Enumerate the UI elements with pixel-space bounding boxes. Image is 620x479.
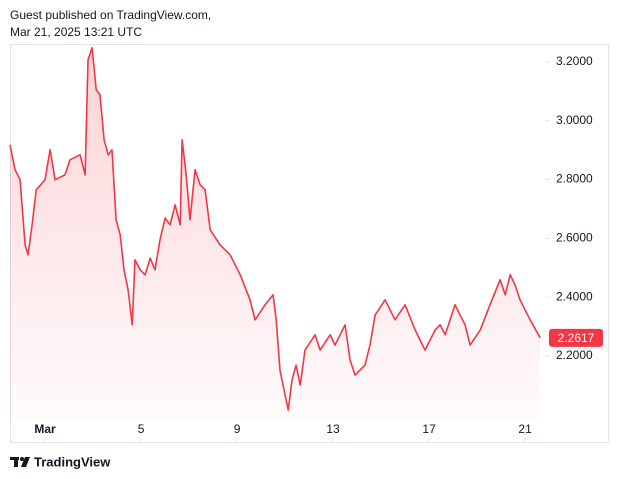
price-line: [9, 47, 541, 411]
area-fill: [10, 47, 541, 419]
last-price-badge: [549, 328, 603, 347]
x-tick-label: 21: [518, 422, 532, 436]
x-tick-label: 9: [234, 422, 241, 436]
x-tick-label: 17: [422, 422, 436, 436]
brand: TradingView: [34, 454, 111, 469]
tv-logo: [10, 457, 30, 467]
x-tick-label: 13: [326, 422, 340, 436]
publisher-line: Guest published on TradingView.com,: [10, 8, 211, 22]
y-tick-label: 2.4000: [556, 289, 593, 303]
y-tick-label: 2.2000: [556, 348, 593, 362]
y-tick-label: 3.0000: [556, 113, 593, 127]
y-tick-label: 2.8000: [556, 172, 593, 186]
y-tick-label: 2.6000: [556, 231, 593, 245]
last-price-label: 2.2617: [558, 331, 595, 345]
y-tick-label: 3.2000: [556, 54, 593, 68]
x-tick-label: Mar: [34, 422, 56, 436]
publish-date: Mar 21, 2025 13:21 UTC: [10, 25, 142, 39]
x-tick-label: 5: [138, 422, 145, 436]
